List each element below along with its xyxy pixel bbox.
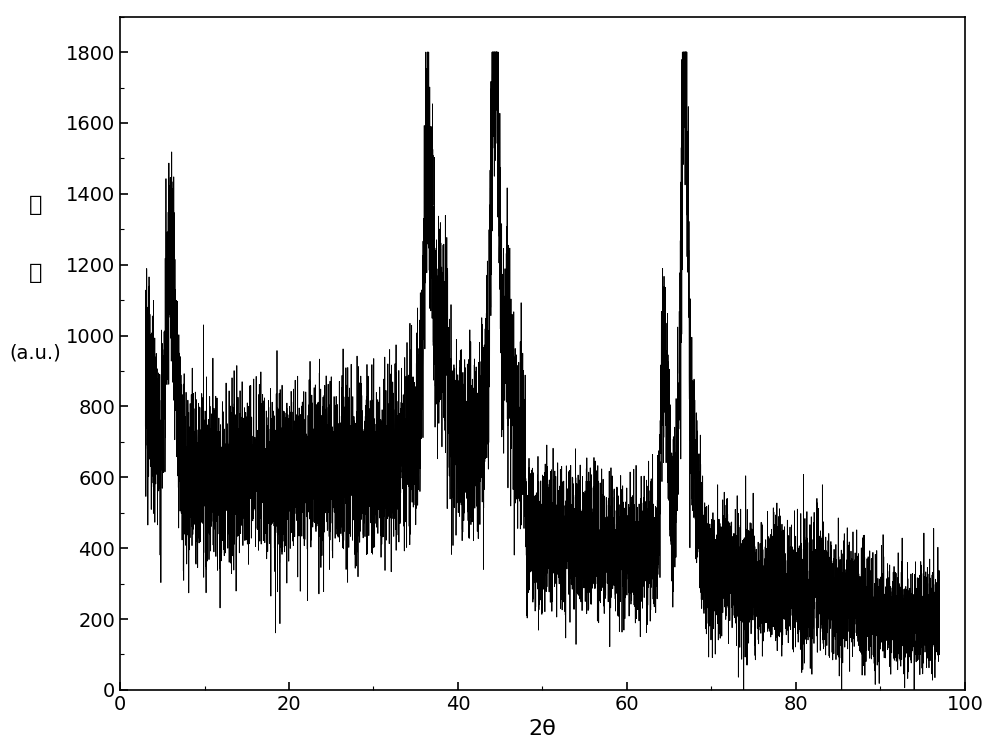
Text: (a.u.): (a.u.) [10, 344, 61, 363]
Text: 强: 强 [29, 195, 42, 215]
Text: 度: 度 [29, 262, 42, 283]
X-axis label: 2θ: 2θ [529, 719, 556, 739]
